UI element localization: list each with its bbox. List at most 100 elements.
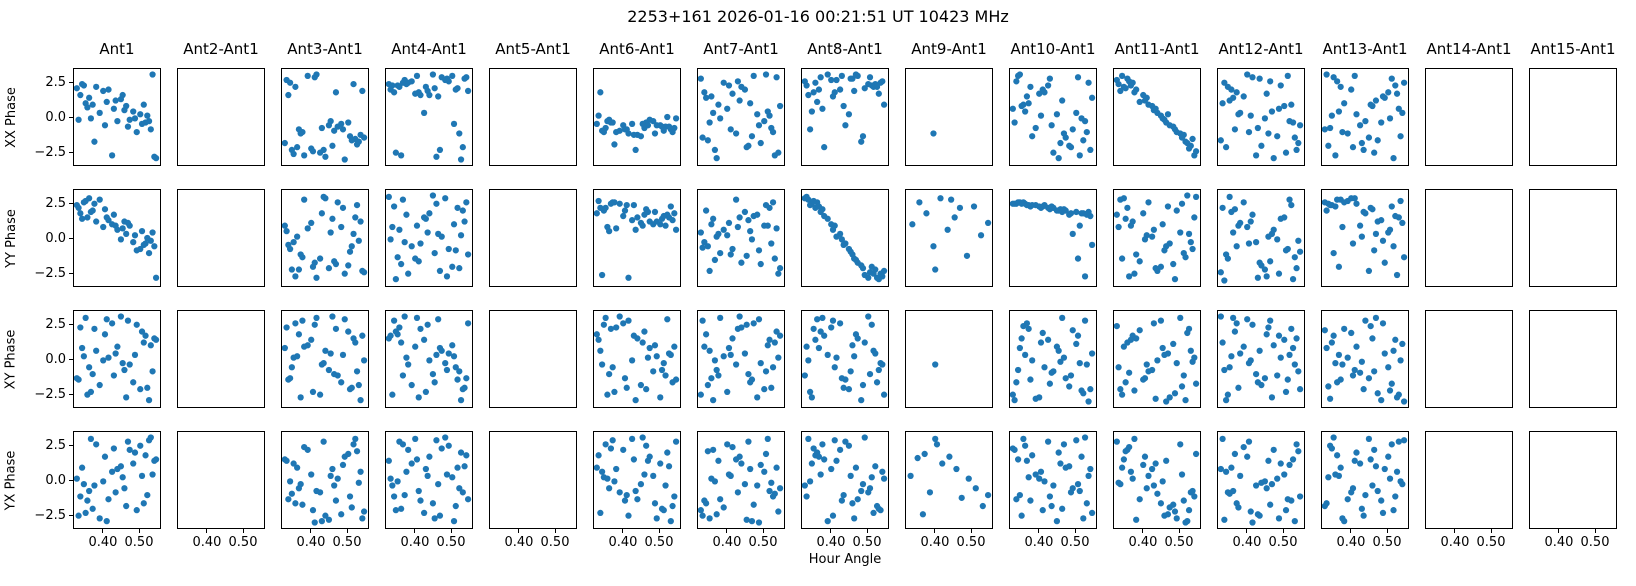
data-point [1221,366,1228,374]
data-point [651,500,659,507]
data-point [75,116,82,123]
data-point [616,313,623,320]
data-point [639,222,646,229]
subplot-Ant1-YX [73,431,161,529]
data-point [1080,137,1087,144]
data-point [1127,82,1135,89]
data-point [133,321,140,328]
data-point [833,354,840,361]
data-point [664,449,671,456]
column-title-Ant3-Ant1: Ant3-Ant1 [287,40,363,58]
data-point [145,437,153,444]
data-point [1118,464,1126,471]
data-point [598,271,606,279]
data-point [623,384,630,391]
data-point [762,450,770,458]
data-point [1386,387,1394,394]
subplot-Ant5-Ant1-XX [489,68,577,166]
data-point [1351,366,1358,374]
data-point [643,442,650,449]
y-axis-label-text: XX Phase [3,86,19,148]
data-point [389,391,396,398]
data-point [771,339,778,346]
data-point [1325,474,1332,481]
data-point [607,200,615,207]
data-point [595,197,602,205]
data-point [320,359,327,367]
data-point [736,453,743,460]
data-point [327,229,334,236]
data-point [117,463,125,470]
data-point [769,493,777,500]
data-point [815,453,823,460]
data-point [852,464,860,471]
data-point [1073,208,1080,216]
data-point [1166,394,1173,401]
data-point [1124,204,1131,211]
data-point [144,384,151,391]
data-point [713,511,720,518]
data-point [632,146,639,154]
data-point [1268,230,1276,238]
data-point [124,219,132,227]
data-point [1397,478,1404,485]
data-point [124,438,132,445]
data-point [738,460,745,467]
data-point [1295,368,1302,375]
data-point [851,515,858,522]
data-point [873,502,881,510]
data-point [1362,117,1369,125]
data-point [1349,240,1357,247]
subplot-Ant9-Ant1-XY [905,310,993,408]
data-point [808,108,815,115]
data-point [1325,383,1332,390]
scatter-canvas [282,435,368,526]
data-point [1046,380,1053,387]
data-point [824,351,831,359]
data-point [74,85,80,92]
data-point [413,72,421,79]
data-point [123,502,130,510]
data-point [1189,245,1196,253]
data-point [1115,364,1122,371]
data-point [829,93,837,100]
data-point [946,453,953,460]
data-point [1393,468,1401,475]
data-point [711,146,719,154]
data-point [1381,350,1388,357]
data-point [1322,126,1328,133]
scatter-canvas [698,71,784,162]
data-point [1170,501,1177,508]
data-point [840,491,847,499]
x-tick-label: 0.40 [88,535,118,550]
data-point [1378,217,1385,224]
data-point [1233,89,1240,96]
subplot-Ant13-Ant1-YX [1321,431,1409,529]
data-point [1059,97,1066,104]
data-point [1066,383,1073,390]
data-point [877,507,884,514]
data-point [1126,369,1133,376]
scatter-canvas [1322,314,1408,405]
data-point [632,226,639,233]
data-point [717,115,724,122]
data-point [838,497,845,504]
data-point [1358,233,1365,240]
data-point [309,263,317,270]
data-point [1268,108,1276,115]
data-point [350,230,357,238]
data-point [338,379,345,386]
x-tick-label: 0.50 [332,535,362,550]
data-point [103,98,110,106]
data-point [736,313,743,320]
data-point [1390,507,1397,514]
data-point [350,441,357,448]
data-point [724,232,731,239]
data-point [443,273,451,280]
data-point [1036,90,1043,97]
data-point [1281,102,1288,110]
x-tick-mark [1558,529,1560,533]
data-point [140,500,147,507]
data-point [412,343,419,350]
data-point [602,441,609,448]
